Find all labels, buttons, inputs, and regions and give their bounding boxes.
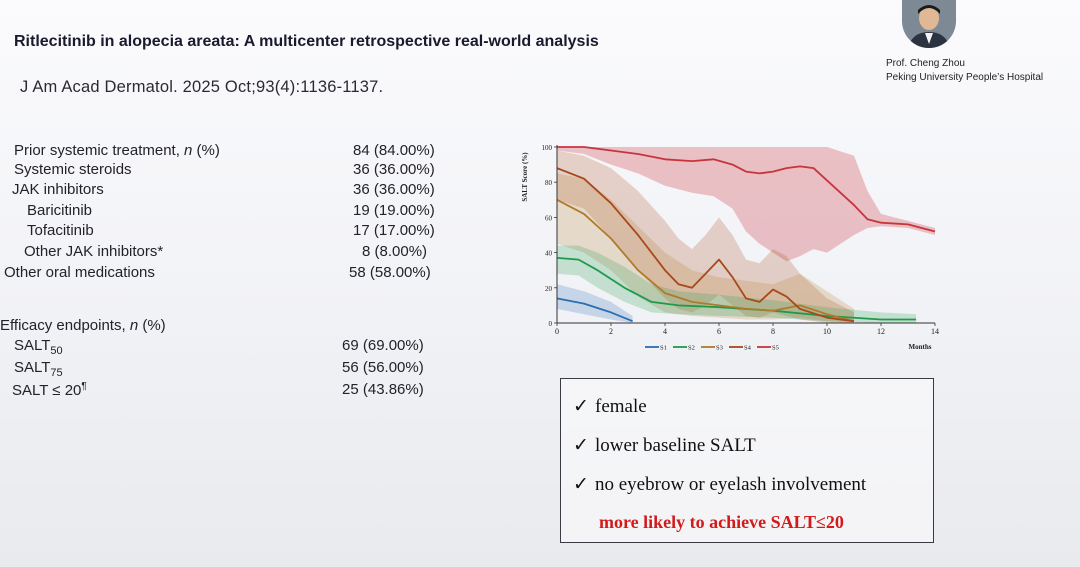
legend-label-s5: S5 — [772, 345, 779, 352]
x-tick-label: 0 — [555, 327, 559, 336]
check-icon: ✓ — [573, 435, 589, 456]
efficacy-heading: Efficacy endpoints, n (%) — [0, 317, 166, 334]
row-value: 69 (69.00%) — [342, 337, 424, 354]
row-value: 56 (56.00%) — [342, 359, 424, 376]
series-line-s3 — [556, 199, 855, 323]
row-value: 84 (84.00%) — [353, 142, 435, 159]
table-row: JAK inhibitors — [12, 181, 104, 198]
series-line-s5 — [557, 146, 936, 233]
row-superscript: ¶ — [81, 381, 87, 392]
finding-text: lower baseline SALT — [595, 435, 756, 456]
slide-title: Ritlecitinib in alopecia areata: A multi… — [14, 33, 599, 50]
finding-item: ✓ female — [573, 395, 647, 418]
legend-label-s1: S1 — [660, 345, 667, 352]
band-s5 — [557, 147, 935, 262]
series-line-s4 — [556, 167, 855, 323]
table-row: SALT50 — [14, 337, 63, 357]
finding-text: female — [595, 396, 647, 417]
table-row: Other oral medications — [4, 264, 155, 281]
heading-text: Efficacy endpoints, — [0, 317, 130, 334]
y-tick-label: 20 — [545, 285, 553, 293]
series-line-s1 — [556, 297, 633, 323]
x-axis-label: Months — [909, 343, 932, 351]
speaker-name: Prof. Cheng Zhou — [886, 58, 965, 69]
citation: J Am Acad Dermatol. 2025 Oct;93(4):1136-… — [20, 78, 384, 96]
row-value: 8 (8.00%) — [362, 243, 428, 260]
y-tick-label: 80 — [545, 179, 553, 187]
x-tick-label: 10 — [823, 327, 831, 336]
table-row: Systemic steroids — [14, 161, 132, 178]
y-axis-label: SALT Score (%) — [521, 152, 529, 202]
row-subscript: 75 — [50, 367, 63, 379]
y-tick-label: 40 — [545, 250, 553, 258]
chart-axes: 0 2 4 6 8 10 12 14 0 20 40 60 80 100 — [542, 144, 940, 336]
row-label: SALT — [14, 337, 51, 354]
table-row: Other JAK inhibitors* — [24, 243, 164, 260]
row-label: SALT — [14, 359, 51, 376]
check-icon: ✓ — [573, 396, 589, 417]
legend-label-s4: S4 — [744, 345, 752, 352]
row-label: Prior systemic treatment, — [14, 142, 185, 159]
legend-label-s2: S2 — [688, 345, 695, 352]
row-value: 25 (43.86%) — [342, 381, 424, 398]
band-s3 — [557, 173, 854, 323]
row-value: 36 (36.00%) — [353, 161, 435, 178]
x-tick-label: 12 — [877, 327, 885, 336]
x-tick-label: 14 — [931, 327, 939, 336]
series-lines — [556, 146, 936, 323]
table-row: SALT ≤ 20¶ — [12, 381, 87, 399]
heading-italic: n — [129, 317, 139, 334]
row-label-italic: n — [184, 142, 193, 159]
row-subscript: 50 — [50, 345, 63, 357]
conclusion-text: more likely to achieve SALT≤20 — [599, 512, 844, 532]
finding-text: no eyebrow or eyelash involvement — [595, 474, 867, 495]
band-s2 — [557, 245, 917, 323]
x-tick-label: 2 — [609, 327, 613, 336]
series-line-s2 — [556, 257, 917, 321]
row-value: 58 (58.00%) — [349, 264, 431, 281]
row-value: 19 (19.00%) — [353, 202, 435, 219]
confidence-bands — [557, 147, 935, 323]
y-tick-label: 60 — [545, 214, 553, 222]
x-tick-label: 4 — [663, 327, 667, 336]
heading-tail: (%) — [138, 317, 166, 334]
table-row: Tofacitinib — [27, 222, 94, 239]
row-label: SALT ≤ 20 — [12, 382, 82, 399]
speaker-institution: Peking University People’s Hospital — [886, 72, 1044, 83]
speaker-avatar — [902, 0, 956, 48]
check-icon: ✓ — [573, 474, 589, 495]
row-label-tail: (%) — [192, 142, 220, 159]
x-tick-label: 8 — [771, 327, 775, 336]
y-tick-label: 100 — [542, 144, 553, 152]
table-row: Baricitinib — [27, 202, 93, 219]
chart-legend: S1 S2 S3 S4 S5 — [645, 345, 779, 352]
row-value: 17 (17.00%) — [353, 222, 435, 239]
legend-label-s3: S3 — [716, 345, 723, 352]
y-tick-label: 0 — [549, 320, 553, 328]
x-tick-label: 6 — [717, 327, 721, 336]
salt-score-chart: 0 2 4 6 8 10 12 14 0 20 40 60 80 100 SALT Score (%) M… — [521, 144, 940, 352]
finding-item: ✓ lower baseline SALT — [573, 434, 756, 457]
row-value: 36 (36.00%) — [353, 181, 435, 198]
findings-box: ✓ female ✓ lower baseline SALT ✓ no eyebrow… — [560, 378, 934, 543]
table-row: SALT75 — [14, 359, 63, 379]
table-row: Prior systemic treatment, n (%) — [14, 142, 220, 159]
finding-item: ✓ no eyebrow or eyelash involvement — [573, 473, 866, 496]
band-s4 — [557, 150, 854, 323]
